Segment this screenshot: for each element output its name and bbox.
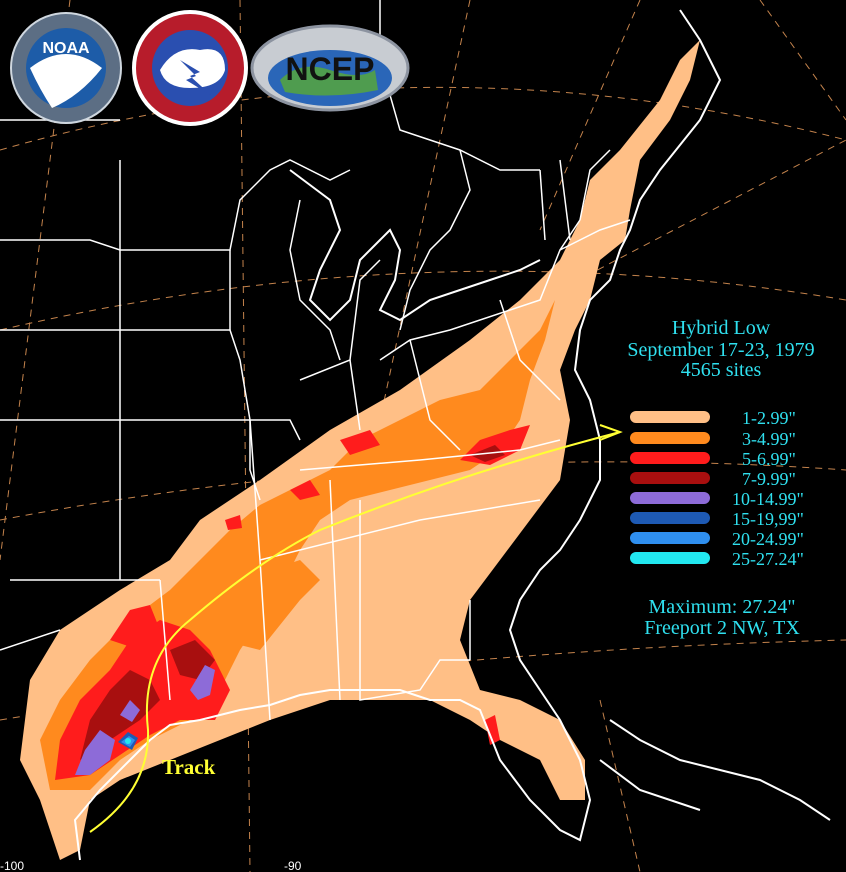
legend-label-6: 15-19,99" [732, 509, 804, 529]
noaa-logo-text: NOAA [42, 40, 90, 57]
noaa-logo: NOAA [10, 12, 122, 124]
legend-swatch-6 [630, 512, 710, 524]
legend-swatch-7 [630, 532, 710, 544]
ncep-logo: NCEP [250, 24, 410, 112]
title-line-1: Hybrid Low [672, 317, 771, 339]
legend-swatch-5 [630, 492, 710, 504]
track-label: Track [162, 755, 216, 779]
maximum-location: Freeport 2 NW, TX [644, 617, 800, 639]
legend-label-3: 5-6.99" [742, 449, 796, 469]
legend: 1-2.99" 3-4.99" 5-6.99" 7-9.99" 10-14.99… [630, 408, 804, 569]
legend-swatch-4 [630, 472, 710, 484]
title-line-3: 4565 sites [681, 359, 762, 381]
title-line-2: September 17-23, 1979 [627, 339, 814, 361]
legend-label-4: 7-9.99" [742, 469, 796, 489]
nws-logo [132, 10, 248, 126]
legend-label-5: 10-14.99" [732, 489, 804, 509]
legend-label-8: 25-27.24" [732, 549, 804, 569]
legend-swatch-2 [630, 432, 710, 444]
legend-label-2: 3-4.99" [742, 429, 796, 449]
tick-left: -100 [0, 859, 24, 872]
legend-swatch-8 [630, 552, 710, 564]
ncep-logo-text: NCEP [286, 51, 375, 87]
rainfall-25-27-24 [125, 738, 131, 744]
storm-track [89, 424, 623, 833]
rainfall-10-14-99 [75, 665, 215, 775]
maximum-value: Maximum: 27.24" [648, 596, 795, 618]
state-boundaries [0, 0, 631, 721]
legend-swatch-1 [630, 411, 710, 423]
tick-bottom: -90 [284, 859, 302, 872]
legend-label-7: 20-24.99" [732, 529, 804, 549]
legend-label-1: 1-2.99" [742, 408, 796, 428]
coastline [73, 9, 831, 861]
legend-swatch-3 [630, 452, 710, 464]
